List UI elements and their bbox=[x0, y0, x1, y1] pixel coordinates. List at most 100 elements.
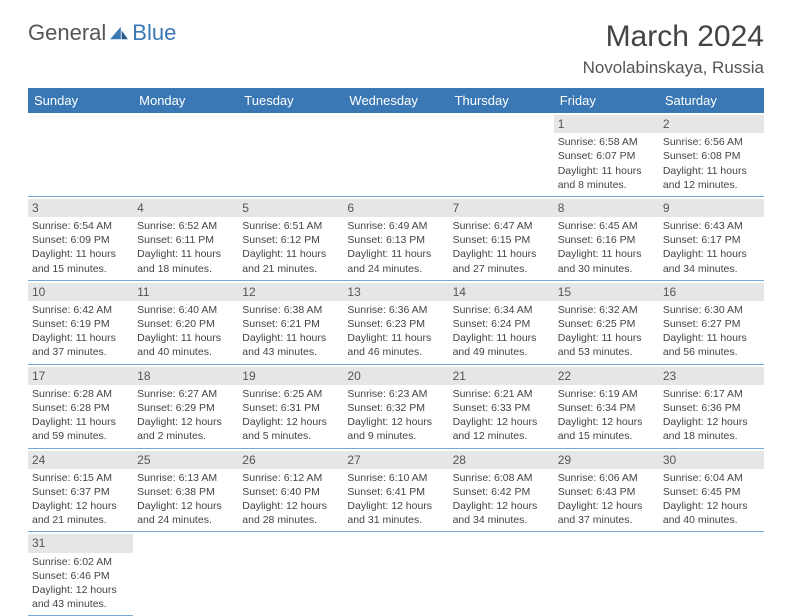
day-number: 8 bbox=[554, 199, 659, 217]
cell-content: Sunrise: 6:42 AMSunset: 6:19 PMDaylight:… bbox=[32, 303, 129, 360]
cell-line: Sunrise: 6:10 AM bbox=[347, 471, 444, 485]
cell-line: Sunset: 6:45 PM bbox=[663, 485, 760, 499]
calendar-cell: 19Sunrise: 6:25 AMSunset: 6:31 PMDayligh… bbox=[238, 364, 343, 448]
day-number: 10 bbox=[28, 283, 133, 301]
calendar-cell: 18 Sunrise: 6:27 AMSunset: 6:29 PMDayligh… bbox=[133, 364, 238, 448]
day-number: 20 bbox=[343, 367, 448, 385]
cell-line: Daylight: 12 hours and 5 minutes. bbox=[242, 415, 339, 443]
calendar-cell: 21Sunrise: 6:21 AMSunset: 6:33 PMDayligh… bbox=[449, 364, 554, 448]
cell-line: Sunrise: 6:21 AM bbox=[453, 387, 550, 401]
cell-line: Daylight: 11 hours and 8 minutes. bbox=[558, 164, 655, 192]
cell-content: Sunrise: 6:43 AMSunset: 6:17 PMDaylight:… bbox=[663, 219, 760, 276]
cell-content: Sunrise: 6:47 AMSunset: 6:15 PMDaylight:… bbox=[453, 219, 550, 276]
cell-content: Sunrise: 6:30 AMSunset: 6:27 PMDaylight:… bbox=[663, 303, 760, 360]
cell-line: Sunrise: 6:54 AM bbox=[32, 219, 129, 233]
cell-line: Daylight: 12 hours and 9 minutes. bbox=[347, 415, 444, 443]
cell-line: Daylight: 11 hours and 27 minutes. bbox=[453, 247, 550, 275]
calendar-cell: 2Sunrise: 6:56 AMSunset: 6:08 PMDaylight… bbox=[659, 113, 764, 196]
cell-line: Sunset: 6:07 PM bbox=[558, 149, 655, 163]
calendar-cell bbox=[343, 532, 448, 616]
cell-line: Sunset: 6:32 PM bbox=[347, 401, 444, 415]
day-number: 6 bbox=[343, 199, 448, 217]
calendar-cell: 27Sunrise: 6:10 AMSunset: 6:41 PMDayligh… bbox=[343, 448, 448, 532]
weekday-header: Thursday bbox=[449, 88, 554, 113]
cell-line: Sunrise: 6:38 AM bbox=[242, 303, 339, 317]
cell-line: Sunrise: 6:25 AM bbox=[242, 387, 339, 401]
cell-content: Sunrise: 6:52 AMSunset: 6:11 PMDaylight:… bbox=[137, 219, 234, 276]
cell-line: Sunset: 6:13 PM bbox=[347, 233, 444, 247]
day-number: 18 bbox=[133, 367, 238, 385]
cell-line: Daylight: 12 hours and 28 minutes. bbox=[242, 499, 339, 527]
cell-line: Sunrise: 6:34 AM bbox=[453, 303, 550, 317]
cell-line: Daylight: 12 hours and 43 minutes. bbox=[32, 583, 129, 611]
calendar-cell: 4Sunrise: 6:52 AMSunset: 6:11 PMDaylight… bbox=[133, 196, 238, 280]
day-number: 16 bbox=[659, 283, 764, 301]
cell-line: Daylight: 11 hours and 18 minutes. bbox=[137, 247, 234, 275]
weekday-header: Monday bbox=[133, 88, 238, 113]
day-number: 17 bbox=[28, 367, 133, 385]
calendar-cell: 28Sunrise: 6:08 AMSunset: 6:42 PMDayligh… bbox=[449, 448, 554, 532]
cell-line: Sunrise: 6:40 AM bbox=[137, 303, 234, 317]
cell-content: Sunrise: 6:19 AMSunset: 6:34 PMDaylight:… bbox=[558, 387, 655, 444]
day-number: 14 bbox=[449, 283, 554, 301]
cell-line: Daylight: 11 hours and 21 minutes. bbox=[242, 247, 339, 275]
cell-content: Sunrise: 6:25 AMSunset: 6:31 PMDaylight:… bbox=[242, 387, 339, 444]
cell-line: Sunrise: 6:02 AM bbox=[32, 555, 129, 569]
cell-line: Daylight: 12 hours and 21 minutes. bbox=[32, 499, 129, 527]
cell-line: Sunrise: 6:36 AM bbox=[347, 303, 444, 317]
cell-line: Daylight: 12 hours and 15 minutes. bbox=[558, 415, 655, 443]
cell-line: Sunrise: 6:43 AM bbox=[663, 219, 760, 233]
cell-content: Sunrise: 6:32 AMSunset: 6:25 PMDaylight:… bbox=[558, 303, 655, 360]
cell-content: Sunrise: 6:51 AMSunset: 6:12 PMDaylight:… bbox=[242, 219, 339, 276]
cell-line: Sunrise: 6:19 AM bbox=[558, 387, 655, 401]
calendar-cell: 25Sunrise: 6:13 AMSunset: 6:38 PMDayligh… bbox=[133, 448, 238, 532]
cell-line: Daylight: 11 hours and 40 minutes. bbox=[137, 331, 234, 359]
calendar-cell bbox=[238, 532, 343, 616]
cell-line: Sunset: 6:16 PM bbox=[558, 233, 655, 247]
cell-content: Sunrise: 6:27 AMSunset: 6:29 PMDaylight:… bbox=[137, 387, 234, 444]
cell-line: Sunset: 6:29 PM bbox=[137, 401, 234, 415]
cell-line: Sunset: 6:41 PM bbox=[347, 485, 444, 499]
brand-part1: General bbox=[28, 20, 106, 46]
cell-line: Sunrise: 6:28 AM bbox=[32, 387, 129, 401]
cell-line: Sunrise: 6:12 AM bbox=[242, 471, 339, 485]
calendar-cell: 24Sunrise: 6:15 AMSunset: 6:37 PMDayligh… bbox=[28, 448, 133, 532]
calendar-row: 10 Sunrise: 6:42 AMSunset: 6:19 PMDayligh… bbox=[28, 280, 764, 364]
calendar-cell: 3Sunrise: 6:54 AMSunset: 6:09 PMDaylight… bbox=[28, 196, 133, 280]
day-number: 2 bbox=[659, 115, 764, 133]
cell-line: Sunset: 6:27 PM bbox=[663, 317, 760, 331]
calendar-cell: 15 Sunrise: 6:32 AMSunset: 6:25 PMDayligh… bbox=[554, 280, 659, 364]
calendar-row: 17 Sunrise: 6:28 AMSunset: 6:28 PM Dayligh… bbox=[28, 364, 764, 448]
day-number: 13 bbox=[343, 283, 448, 301]
cell-content: Sunrise: 6:23 AMSunset: 6:32 PMDaylight:… bbox=[347, 387, 444, 444]
cell-content: Sunrise: 6:17 AMSunset: 6:36 PMDaylight:… bbox=[663, 387, 760, 444]
calendar-header-row: SundayMondayTuesdayWednesdayThursdayFrid… bbox=[28, 88, 764, 113]
day-number: 22 bbox=[554, 367, 659, 385]
cell-line: Sunset: 6:24 PM bbox=[453, 317, 550, 331]
cell-line: Sunset: 6:25 PM bbox=[558, 317, 655, 331]
cell-line: Daylight: 11 hours and 15 minutes. bbox=[32, 247, 129, 275]
calendar-cell: 22 Sunrise: 6:19 AMSunset: 6:34 PMDayligh… bbox=[554, 364, 659, 448]
cell-line: Sunset: 6:31 PM bbox=[242, 401, 339, 415]
cell-content: Sunrise: 6:02 AMSunset: 6:46 PMDaylight:… bbox=[32, 555, 129, 612]
calendar-cell bbox=[133, 113, 238, 196]
calendar-cell bbox=[449, 113, 554, 196]
day-number: 25 bbox=[133, 451, 238, 469]
day-number: 21 bbox=[449, 367, 554, 385]
cell-content: Sunrise: 6:58 AMSunset: 6:07 PMDaylight:… bbox=[558, 135, 655, 192]
cell-line: Sunset: 6:20 PM bbox=[137, 317, 234, 331]
day-number: 5 bbox=[238, 199, 343, 217]
day-number: 23 bbox=[659, 367, 764, 385]
cell-line: Sunset: 6:46 PM bbox=[32, 569, 129, 583]
cell-line: Sunrise: 6:52 AM bbox=[137, 219, 234, 233]
day-number: 15 bbox=[554, 283, 659, 301]
calendar-cell bbox=[238, 113, 343, 196]
cell-line: Sunrise: 6:45 AM bbox=[558, 219, 655, 233]
cell-line: Daylight: 11 hours and 43 minutes. bbox=[242, 331, 339, 359]
day-number: 30 bbox=[659, 451, 764, 469]
cell-line: Daylight: 11 hours and 49 minutes. bbox=[453, 331, 550, 359]
cell-line: Sunset: 6:28 PM bbox=[32, 401, 129, 415]
cell-content: Sunrise: 6:08 AMSunset: 6:42 PMDaylight:… bbox=[453, 471, 550, 528]
cell-content: Sunrise: 6:34 AMSunset: 6:24 PMDaylight:… bbox=[453, 303, 550, 360]
calendar-cell: 17Sunrise: 6:28 AMSunset: 6:28 PMDayligh… bbox=[28, 364, 133, 448]
